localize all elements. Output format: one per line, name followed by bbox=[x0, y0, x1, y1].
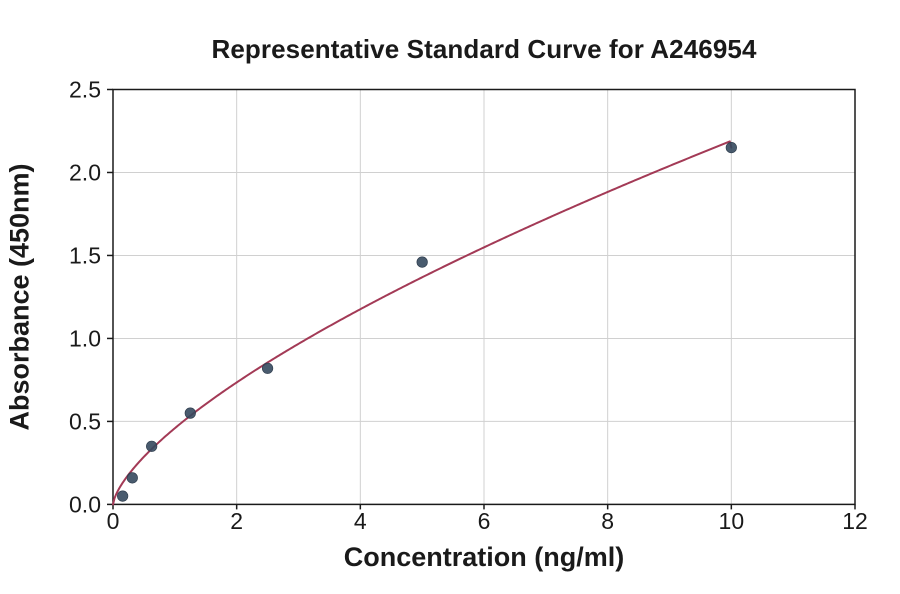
svg-text:10: 10 bbox=[719, 508, 745, 534]
svg-text:1.0: 1.0 bbox=[69, 325, 101, 351]
svg-text:12: 12 bbox=[842, 508, 868, 534]
svg-text:4: 4 bbox=[354, 508, 367, 534]
svg-text:2: 2 bbox=[230, 508, 243, 534]
svg-text:2.0: 2.0 bbox=[69, 159, 101, 185]
svg-text:0: 0 bbox=[107, 508, 120, 534]
svg-text:6: 6 bbox=[478, 508, 491, 534]
svg-text:0.0: 0.0 bbox=[69, 491, 101, 517]
svg-text:8: 8 bbox=[601, 508, 614, 534]
svg-text:1.5: 1.5 bbox=[69, 242, 101, 268]
svg-text:2.5: 2.5 bbox=[69, 77, 101, 103]
svg-text:0.5: 0.5 bbox=[69, 408, 101, 434]
